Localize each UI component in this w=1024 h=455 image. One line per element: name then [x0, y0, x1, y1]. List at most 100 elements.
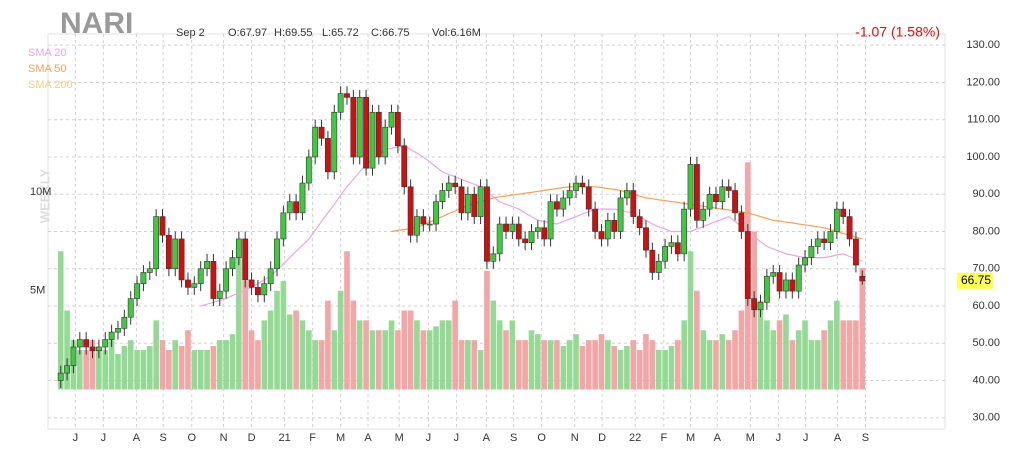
candle-body	[312, 126, 319, 158]
candle-body	[356, 97, 363, 158]
volume-bar	[458, 340, 465, 390]
candle-body	[515, 223, 522, 240]
candle-body	[554, 201, 560, 210]
candle-body	[464, 193, 471, 214]
candle-body	[528, 231, 535, 243]
candle-body	[560, 197, 567, 210]
volume-bar	[382, 330, 388, 390]
candle-body	[235, 238, 242, 258]
volume-bar	[127, 340, 134, 390]
close: C:66.75	[371, 27, 410, 39]
x-tick-label: J	[101, 432, 107, 444]
candle-body	[503, 223, 509, 232]
candle-body	[674, 242, 681, 255]
open: O:67.97	[228, 27, 267, 39]
volume-bar	[853, 320, 859, 390]
volume-bar	[547, 340, 554, 390]
x-tick-label: N	[571, 432, 579, 444]
volume-bar	[630, 340, 637, 390]
candle-body	[216, 290, 223, 299]
volume-bar	[89, 340, 96, 390]
volume-bar	[395, 330, 401, 390]
x-tick-label: 22	[629, 432, 641, 444]
volume-bar	[344, 251, 350, 390]
candle-body	[57, 372, 64, 381]
volume-bar	[617, 350, 624, 390]
volume-bar	[312, 340, 318, 390]
volume-bar	[452, 300, 458, 390]
candle-body	[445, 182, 452, 191]
volume-bar	[732, 330, 738, 390]
y-tick-label: 90.00	[972, 188, 1000, 200]
candle-body	[401, 145, 408, 188]
candle-body	[64, 365, 70, 374]
candle-body	[833, 208, 840, 232]
candle-body	[853, 238, 859, 266]
volume-bar	[840, 320, 847, 390]
candle-body	[426, 223, 433, 226]
candle-body	[382, 126, 389, 158]
volume-bar	[223, 340, 229, 390]
volume-bar	[318, 340, 325, 390]
candle-body	[452, 182, 459, 188]
candle-body	[522, 238, 529, 243]
volume-bar	[350, 300, 357, 390]
volume-bar	[579, 346, 586, 390]
volume-bar	[802, 320, 808, 390]
candle-body	[248, 279, 255, 288]
candle-body	[636, 216, 643, 229]
x-tick-label: M	[746, 432, 755, 444]
volume-bar	[134, 350, 140, 390]
candle-body	[668, 242, 675, 247]
volume-bar	[808, 340, 815, 390]
candle-body	[375, 111, 382, 158]
volume-bar	[700, 330, 707, 390]
volume-bar	[401, 310, 408, 390]
x-tick-label: J	[426, 432, 432, 444]
y-tick-label: 120.00	[966, 76, 1000, 88]
candle-body	[204, 261, 210, 270]
candle-body	[732, 190, 738, 214]
volume-bar	[216, 340, 223, 390]
volume-bar	[503, 330, 509, 390]
change: -1.07 (1.58%)	[855, 24, 940, 40]
volume-bar	[356, 320, 363, 390]
x-tick-label: 21	[279, 432, 291, 444]
candle-body	[407, 186, 414, 236]
x-tick-label: N	[220, 432, 228, 444]
volume-bar	[655, 350, 662, 390]
candle-body	[846, 216, 853, 240]
candle-body	[223, 268, 230, 292]
candle-body	[484, 186, 490, 262]
y-tick-label: 60.00	[972, 300, 1000, 312]
candle-body	[159, 216, 166, 236]
volume-bar	[827, 320, 834, 390]
volume-bar	[293, 310, 299, 390]
y-tick-label: 80.00	[972, 225, 1000, 237]
volume-bar	[725, 340, 732, 390]
volume-bar	[363, 320, 369, 390]
y-tick-label: 130.00	[966, 39, 1000, 51]
candle-body	[573, 182, 579, 191]
candle-body	[783, 279, 789, 292]
candle-body	[325, 138, 331, 173]
candle-body	[859, 276, 866, 282]
x-tick-label: J	[776, 432, 782, 444]
candle-body	[83, 339, 90, 348]
volume-bar	[605, 340, 611, 390]
candle-body	[439, 190, 446, 202]
candle-body	[229, 257, 236, 270]
volume-bar	[325, 300, 331, 390]
candle-body	[318, 126, 325, 139]
period: WEEKLY	[37, 168, 52, 223]
volume-bar	[764, 320, 770, 390]
candle-body	[814, 238, 821, 247]
volume-bar	[191, 350, 198, 390]
x-tick-label: M	[336, 432, 345, 444]
volume-bar	[197, 350, 204, 390]
volume-bar	[789, 340, 796, 390]
volume-bar	[57, 251, 64, 390]
candle-body	[681, 208, 688, 255]
candle-body	[108, 331, 115, 340]
volume-bar	[229, 334, 236, 390]
